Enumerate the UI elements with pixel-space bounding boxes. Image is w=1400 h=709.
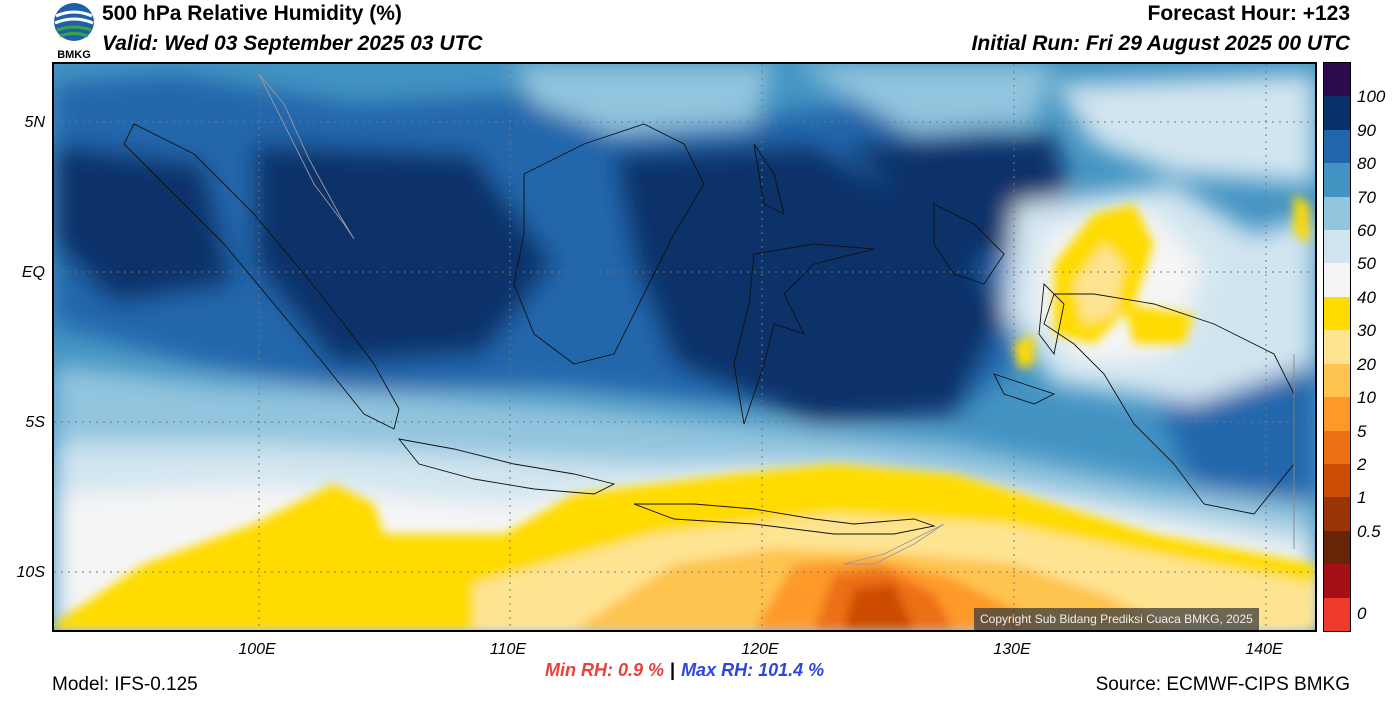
- lon-label-110e: 110E: [489, 641, 527, 658]
- colorbar-segment: [1324, 63, 1350, 97]
- bmkg-logo-icon: BMKG: [50, 0, 100, 62]
- colorbar-segment: [1324, 397, 1350, 432]
- colorbar-segment: [1324, 296, 1350, 331]
- lat-label-5s: 5S: [25, 414, 45, 431]
- dry-field: [54, 194, 1315, 630]
- rh-extremes: Min RH: 0.9 % | Max RH: 101.4 %: [545, 660, 824, 681]
- colorbar-segment: [1324, 196, 1350, 231]
- colorbar-segment: [1324, 430, 1350, 465]
- colorbar-label: 2: [1357, 454, 1367, 474]
- colorbar-label: 10: [1357, 388, 1376, 408]
- valid-time: Valid: Wed 03 September 2025 03 UTC: [102, 32, 483, 55]
- lon-label-130e: 130E: [993, 641, 1031, 658]
- min-rh: Min RH: 0.9 %: [545, 660, 665, 680]
- colorbar-label: 70: [1357, 187, 1376, 207]
- separator: |: [670, 660, 676, 680]
- initial-run: Initial Run: Fri 29 August 2025 00 UTC: [971, 32, 1350, 55]
- colorbar-label: 5: [1357, 421, 1367, 441]
- logo-text: BMKG: [57, 49, 91, 61]
- lon-label-100e: 100E: [238, 641, 276, 658]
- lat-label-10s: 10S: [16, 564, 45, 581]
- colorbar-segment: [1324, 96, 1350, 131]
- colorbar-segment: [1324, 129, 1350, 164]
- colorbar-label: 1: [1357, 488, 1367, 508]
- forecast-hour: Forecast Hour: +123: [1147, 2, 1351, 25]
- colorbar-segment: [1324, 564, 1350, 599]
- colorbar-segment: [1324, 363, 1350, 398]
- colorbar-label: 100: [1357, 87, 1386, 107]
- colorbar-segment: [1324, 597, 1350, 632]
- lat-label-eq: EQ: [21, 264, 45, 281]
- colorbar-segment: [1324, 230, 1350, 264]
- lon-label-140e: 140E: [1245, 641, 1283, 658]
- colorbar-segment: [1324, 163, 1350, 198]
- colorbar: [1323, 62, 1351, 632]
- colorbar-segment: [1324, 463, 1350, 498]
- colorbar-segment: [1324, 530, 1350, 565]
- lat-label-5n: 5N: [24, 114, 45, 131]
- colorbar-segment: [1324, 263, 1350, 298]
- colorbar-label: 50: [1357, 254, 1376, 274]
- colorbar-label: 20: [1357, 354, 1376, 374]
- max-rh: Max RH: 101.4 %: [681, 660, 825, 680]
- page-title: 500 hPa Relative Humidity (%): [102, 2, 402, 25]
- colorbar-label: 30: [1357, 321, 1376, 341]
- model-label: Model: IFS-0.125: [52, 674, 198, 695]
- colorbar-label: 90: [1357, 120, 1376, 140]
- humidity-map[interactable]: [52, 62, 1317, 632]
- colorbar-label: 80: [1357, 154, 1376, 174]
- lon-label-120e: 120E: [741, 641, 779, 658]
- source-label: Source: ECMWF-CIPS BMKG: [1095, 674, 1350, 695]
- graticule: [54, 64, 1315, 630]
- coastlines: [123, 73, 1295, 565]
- copyright-notice: Copyright Sub Bidang Prediksi Cuaca BMKG…: [974, 608, 1259, 630]
- colorbar-label: 40: [1357, 287, 1376, 307]
- colorbar-label: 0: [1357, 604, 1367, 624]
- colorbar-label: 0.5: [1357, 521, 1381, 541]
- colorbar-segment: [1324, 497, 1350, 532]
- colorbar-label: 60: [1357, 221, 1376, 241]
- colorbar-segment: [1324, 330, 1350, 365]
